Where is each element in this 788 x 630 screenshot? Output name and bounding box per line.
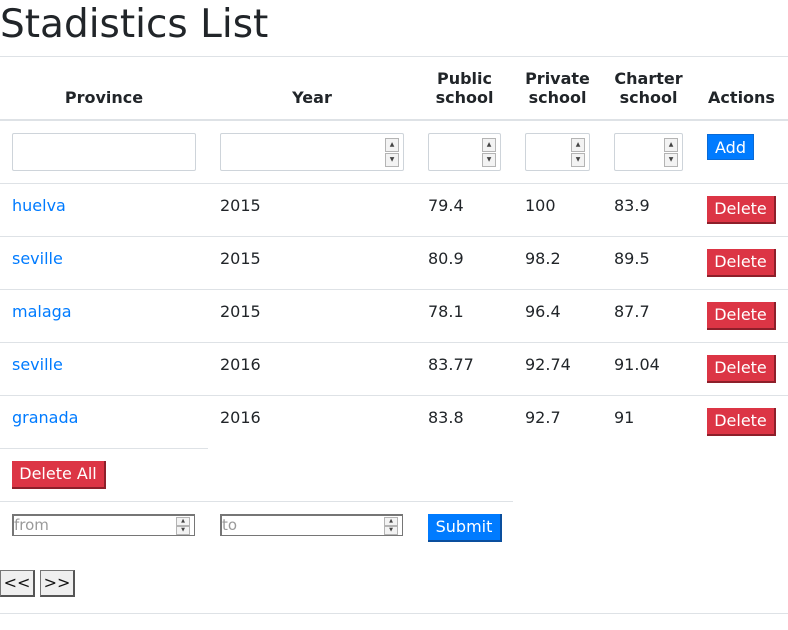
header-charter-school: Charter school [614, 69, 683, 107]
row-divider [0, 501, 513, 502]
charter-school-cell: 91.04 [614, 355, 660, 374]
year-cell: 2016 [220, 355, 261, 374]
charter-school-cell: 83.9 [614, 196, 650, 215]
public-school-cell: 80.9 [428, 249, 464, 268]
spinner-down-icon[interactable]: ▼ [664, 153, 678, 167]
to-input[interactable]: to ▲ ▼ [220, 514, 403, 536]
delete-button[interactable]: Delete [707, 249, 776, 277]
year-cell: 2015 [220, 196, 261, 215]
row-divider [0, 183, 788, 184]
province-link[interactable]: seville [12, 355, 63, 374]
divider [0, 613, 788, 614]
charter-school-cell: 87.7 [614, 302, 650, 321]
header-public-school: Public school [435, 69, 494, 107]
delete-button[interactable]: Delete [707, 196, 776, 224]
from-placeholder: from [14, 516, 49, 534]
spinner-down-icon[interactable]: ▼ [482, 153, 496, 167]
year-input[interactable]: ▲ ▼ [220, 133, 404, 171]
year-cell: 2015 [220, 302, 261, 321]
spinner-up-icon[interactable]: ▲ [384, 517, 398, 526]
province-link[interactable]: malaga [12, 302, 72, 321]
year-cell: 2016 [220, 408, 261, 427]
row-divider [0, 395, 788, 396]
charter-school-cell: 89.5 [614, 249, 650, 268]
delete-button[interactable]: Delete [707, 302, 776, 330]
spinner-down-icon[interactable]: ▼ [385, 153, 399, 167]
public-school-cell: 78.1 [428, 302, 464, 321]
spinner-up-icon[interactable]: ▲ [571, 138, 585, 152]
public-school-input[interactable]: ▲ ▼ [428, 133, 501, 171]
row-divider [0, 342, 788, 343]
header-province: Province [64, 88, 144, 107]
header-actions: Actions [708, 88, 775, 107]
row-divider [0, 236, 788, 237]
delete-all-button[interactable]: Delete All [12, 461, 106, 489]
province-input[interactable] [12, 133, 196, 171]
private-school-cell: 100 [525, 196, 556, 215]
row-divider [0, 289, 788, 290]
year-cell: 2015 [220, 249, 261, 268]
to-placeholder: to [222, 516, 238, 534]
prev-page-button[interactable]: << [0, 570, 35, 597]
from-input[interactable]: from ▲ ▼ [12, 514, 195, 536]
delete-button[interactable]: Delete [707, 355, 776, 383]
spinner-up-icon[interactable]: ▲ [385, 138, 399, 152]
private-school-cell: 96.4 [525, 302, 561, 321]
private-school-input[interactable]: ▲ ▼ [525, 133, 590, 171]
next-page-button[interactable]: >> [40, 570, 75, 597]
charter-school-cell: 91 [614, 408, 635, 427]
submit-button[interactable]: Submit [428, 514, 502, 542]
private-school-cell: 92.74 [525, 355, 571, 374]
row-divider [0, 448, 208, 449]
spinner-up-icon[interactable]: ▲ [664, 138, 678, 152]
public-school-cell: 79.4 [428, 196, 464, 215]
spinner-down-icon[interactable]: ▼ [176, 526, 190, 535]
private-school-cell: 98.2 [525, 249, 561, 268]
province-link[interactable]: seville [12, 249, 63, 268]
spinner-down-icon[interactable]: ▼ [384, 526, 398, 535]
add-button[interactable]: Add [707, 134, 754, 160]
charter-school-input[interactable]: ▲ ▼ [614, 133, 683, 171]
province-link[interactable]: granada [12, 408, 79, 427]
header-year: Year [292, 88, 332, 107]
delete-button[interactable]: Delete [707, 408, 776, 436]
public-school-cell: 83.8 [428, 408, 464, 427]
page-title: Stadistics List [0, 2, 269, 47]
private-school-cell: 92.7 [525, 408, 561, 427]
header-divider [0, 119, 788, 121]
spinner-up-icon[interactable]: ▲ [176, 517, 190, 526]
public-school-cell: 83.77 [428, 355, 474, 374]
divider [0, 56, 788, 57]
header-private-school: Private school [525, 69, 590, 107]
spinner-up-icon[interactable]: ▲ [482, 138, 496, 152]
province-link[interactable]: huelva [12, 196, 66, 215]
spinner-down-icon[interactable]: ▼ [571, 153, 585, 167]
